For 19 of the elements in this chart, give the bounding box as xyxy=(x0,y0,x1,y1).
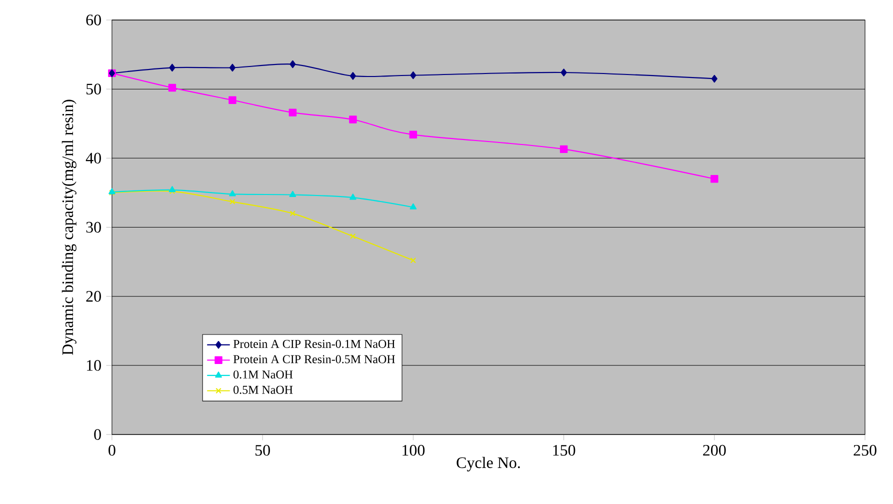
x-tick-label: 0 xyxy=(108,444,116,456)
x-tick-label: 100 xyxy=(402,444,425,456)
x-tick-label: 200 xyxy=(703,444,726,456)
x-tick-label: 50 xyxy=(255,444,270,456)
y-tick-label: 30 xyxy=(86,222,101,233)
x-tick-label: 250 xyxy=(854,444,876,456)
legend-label: 0.5M NaOH xyxy=(234,386,293,394)
x-axis-title: Cycle No. xyxy=(456,456,520,472)
y-tick-label: 20 xyxy=(86,291,101,302)
y-tick-label: 0 xyxy=(94,429,101,440)
legend-label: 0.1M NaOH xyxy=(234,370,293,379)
y-tick-label: 50 xyxy=(86,84,101,95)
y-axis-title: Dynamic binding capacity(mg/ml resin) xyxy=(62,100,76,356)
legend-label: Protein A CIP Resin-0.5M NaOH xyxy=(233,355,395,364)
y-tick-label: 10 xyxy=(86,360,101,371)
legend-label: Protein A CIP Resin-0.1M NaOH xyxy=(233,340,395,348)
y-tick-label: 60 xyxy=(86,14,101,26)
x-tick-label: 150 xyxy=(553,444,576,456)
y-tick-label: 40 xyxy=(86,152,101,164)
